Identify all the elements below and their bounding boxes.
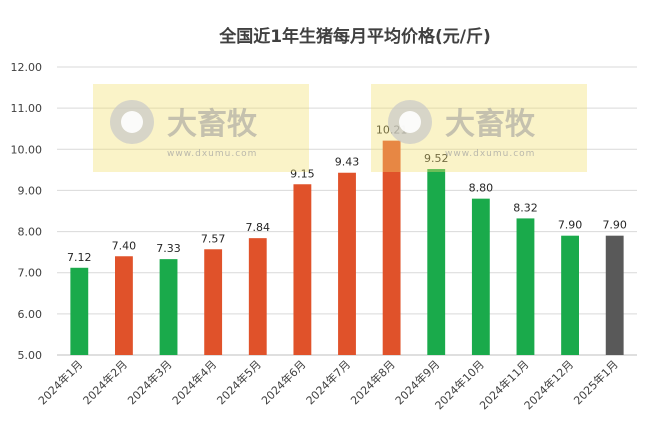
x-tick-label: 2024年4月 [169, 357, 219, 407]
watermark-circle-inner-icon [121, 111, 143, 133]
watermark-url: www.dxumu.com [445, 149, 535, 159]
bar [605, 235, 624, 355]
chart-title: 全国近1年生猪每月平均价格(元/斤) [218, 26, 491, 47]
x-tick-label: 2024年6月 [258, 357, 308, 407]
bar [159, 259, 178, 355]
x-tick-label: 2024年5月 [214, 357, 264, 407]
y-tick-label: 9.00 [18, 184, 43, 197]
x-axis: 2024年1月2024年2月2024年3月2024年4月2024年5月2024年… [35, 357, 621, 412]
bar-value-label: 7.12 [67, 251, 92, 264]
x-tick-label: 2024年2月 [80, 357, 130, 407]
watermark-text: 大畜牧 [167, 107, 258, 142]
bar [204, 249, 223, 355]
x-tick-label: 2024年7月 [303, 357, 353, 407]
y-tick-label: 11.00 [11, 102, 43, 115]
y-axis: 5.00 6.00 7.00 8.00 9.00 10.00 11.00 12.00 [11, 61, 43, 362]
y-tick-label: 10.00 [11, 143, 43, 156]
bar-value-label: 7.90 [602, 219, 627, 232]
bar-value-label: 9.15 [290, 167, 315, 180]
x-tick-label: 2024年3月 [124, 357, 174, 407]
bar-value-label: 7.57 [201, 232, 226, 245]
bar-value-label: 7.84 [246, 221, 271, 234]
bar-value-label: 8.80 [469, 182, 494, 195]
x-tick-label: 2024年1月 [35, 357, 85, 407]
bar [338, 172, 356, 355]
bar [516, 218, 535, 355]
bar-value-label: 8.32 [513, 201, 538, 214]
y-tick-label: 12.00 [11, 61, 43, 74]
watermark-circle-inner-icon [399, 111, 421, 133]
bar-series: 7.127.407.337.577.849.159.4310.219.528.8… [67, 124, 627, 355]
x-tick-label: 2024年8月 [348, 357, 398, 407]
y-tick-label: 7.00 [18, 267, 43, 280]
watermark-logo: 大畜牧 www.dxumu.com [93, 84, 309, 172]
bar [248, 238, 267, 355]
bar [427, 169, 446, 355]
bar [293, 184, 312, 355]
y-tick-label: 5.00 [18, 349, 43, 362]
bar-value-label: 7.90 [558, 219, 583, 232]
bar-value-label: 7.33 [156, 242, 181, 255]
bar [115, 256, 133, 355]
bar [561, 235, 579, 355]
watermark-text: 大畜牧 [445, 107, 536, 142]
bar-value-label: 7.40 [112, 239, 137, 252]
bar [382, 140, 401, 355]
bar-value-label: 9.52 [424, 152, 449, 165]
y-tick-label: 8.00 [18, 226, 43, 239]
bar-value-label: 9.43 [335, 156, 360, 169]
watermark-logo: 大畜牧 www.dxumu.com [371, 84, 587, 172]
x-tick-label: 2025年1月 [571, 357, 621, 407]
bar [471, 198, 490, 355]
y-tick-label: 6.00 [18, 308, 43, 321]
bar [70, 267, 89, 355]
watermark-url: www.dxumu.com [167, 149, 257, 159]
